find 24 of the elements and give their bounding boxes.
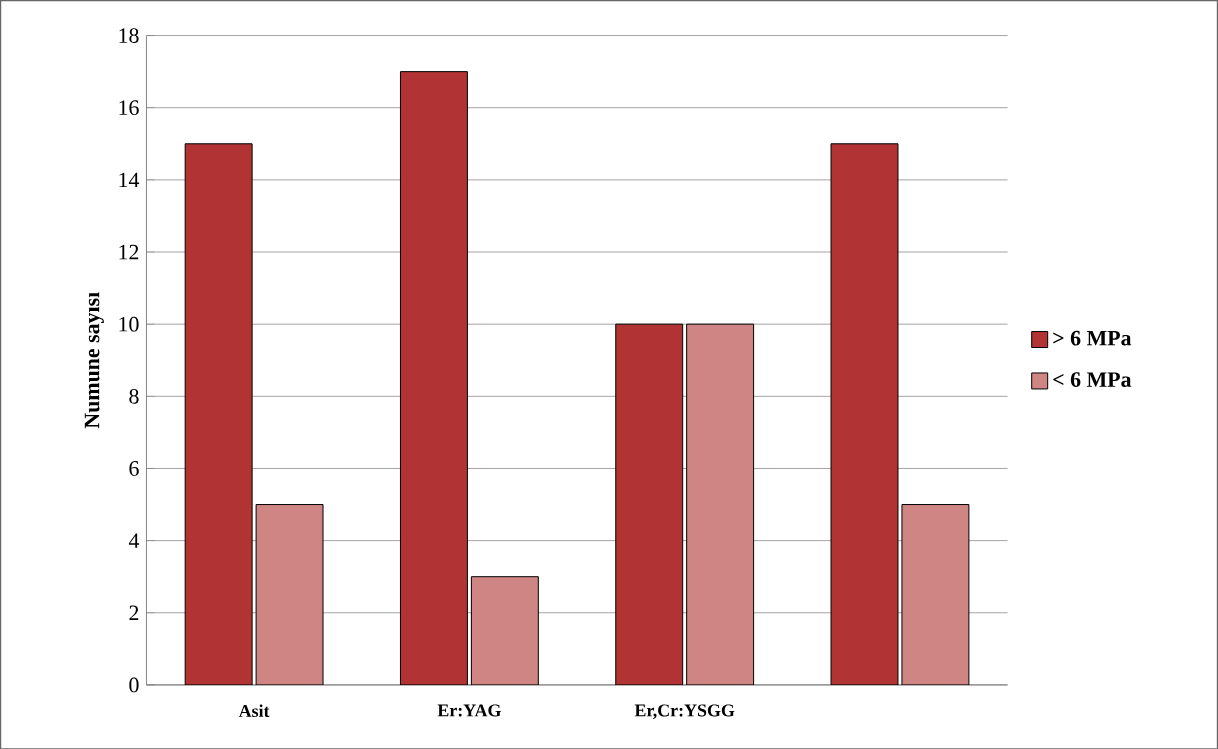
bar	[901, 503, 970, 685]
x-tick-label: Asit	[238, 704, 270, 717]
y-tick-label: 2	[129, 605, 139, 620]
y-tick-label: 6	[129, 460, 139, 476]
y-axis-title: Numune sayısı	[84, 291, 104, 429]
y-tick-label: 14	[119, 172, 140, 187]
x-tick-label: Er,Cr:YSGG	[634, 704, 735, 719]
y-tick-label: 18	[119, 27, 139, 43]
y-tick-label: 12	[119, 244, 139, 260]
bar	[615, 323, 684, 685]
legend-label: < 6 MPa	[1053, 372, 1132, 387]
y-tick-label: 10	[119, 316, 139, 332]
bar	[470, 575, 539, 685]
x-tick-label: Er:YAG	[437, 704, 501, 717]
bar	[255, 503, 324, 685]
bar	[184, 143, 253, 685]
legend-label: > 6 MPa	[1053, 330, 1132, 346]
y-tick-label: 0	[129, 677, 139, 693]
y-tick-label: 16	[119, 100, 139, 115]
y-tick-label: 4	[128, 533, 140, 548]
bar	[686, 323, 755, 685]
bar	[830, 143, 899, 685]
y-tick-label: 8	[129, 388, 139, 404]
bar	[399, 70, 468, 685]
